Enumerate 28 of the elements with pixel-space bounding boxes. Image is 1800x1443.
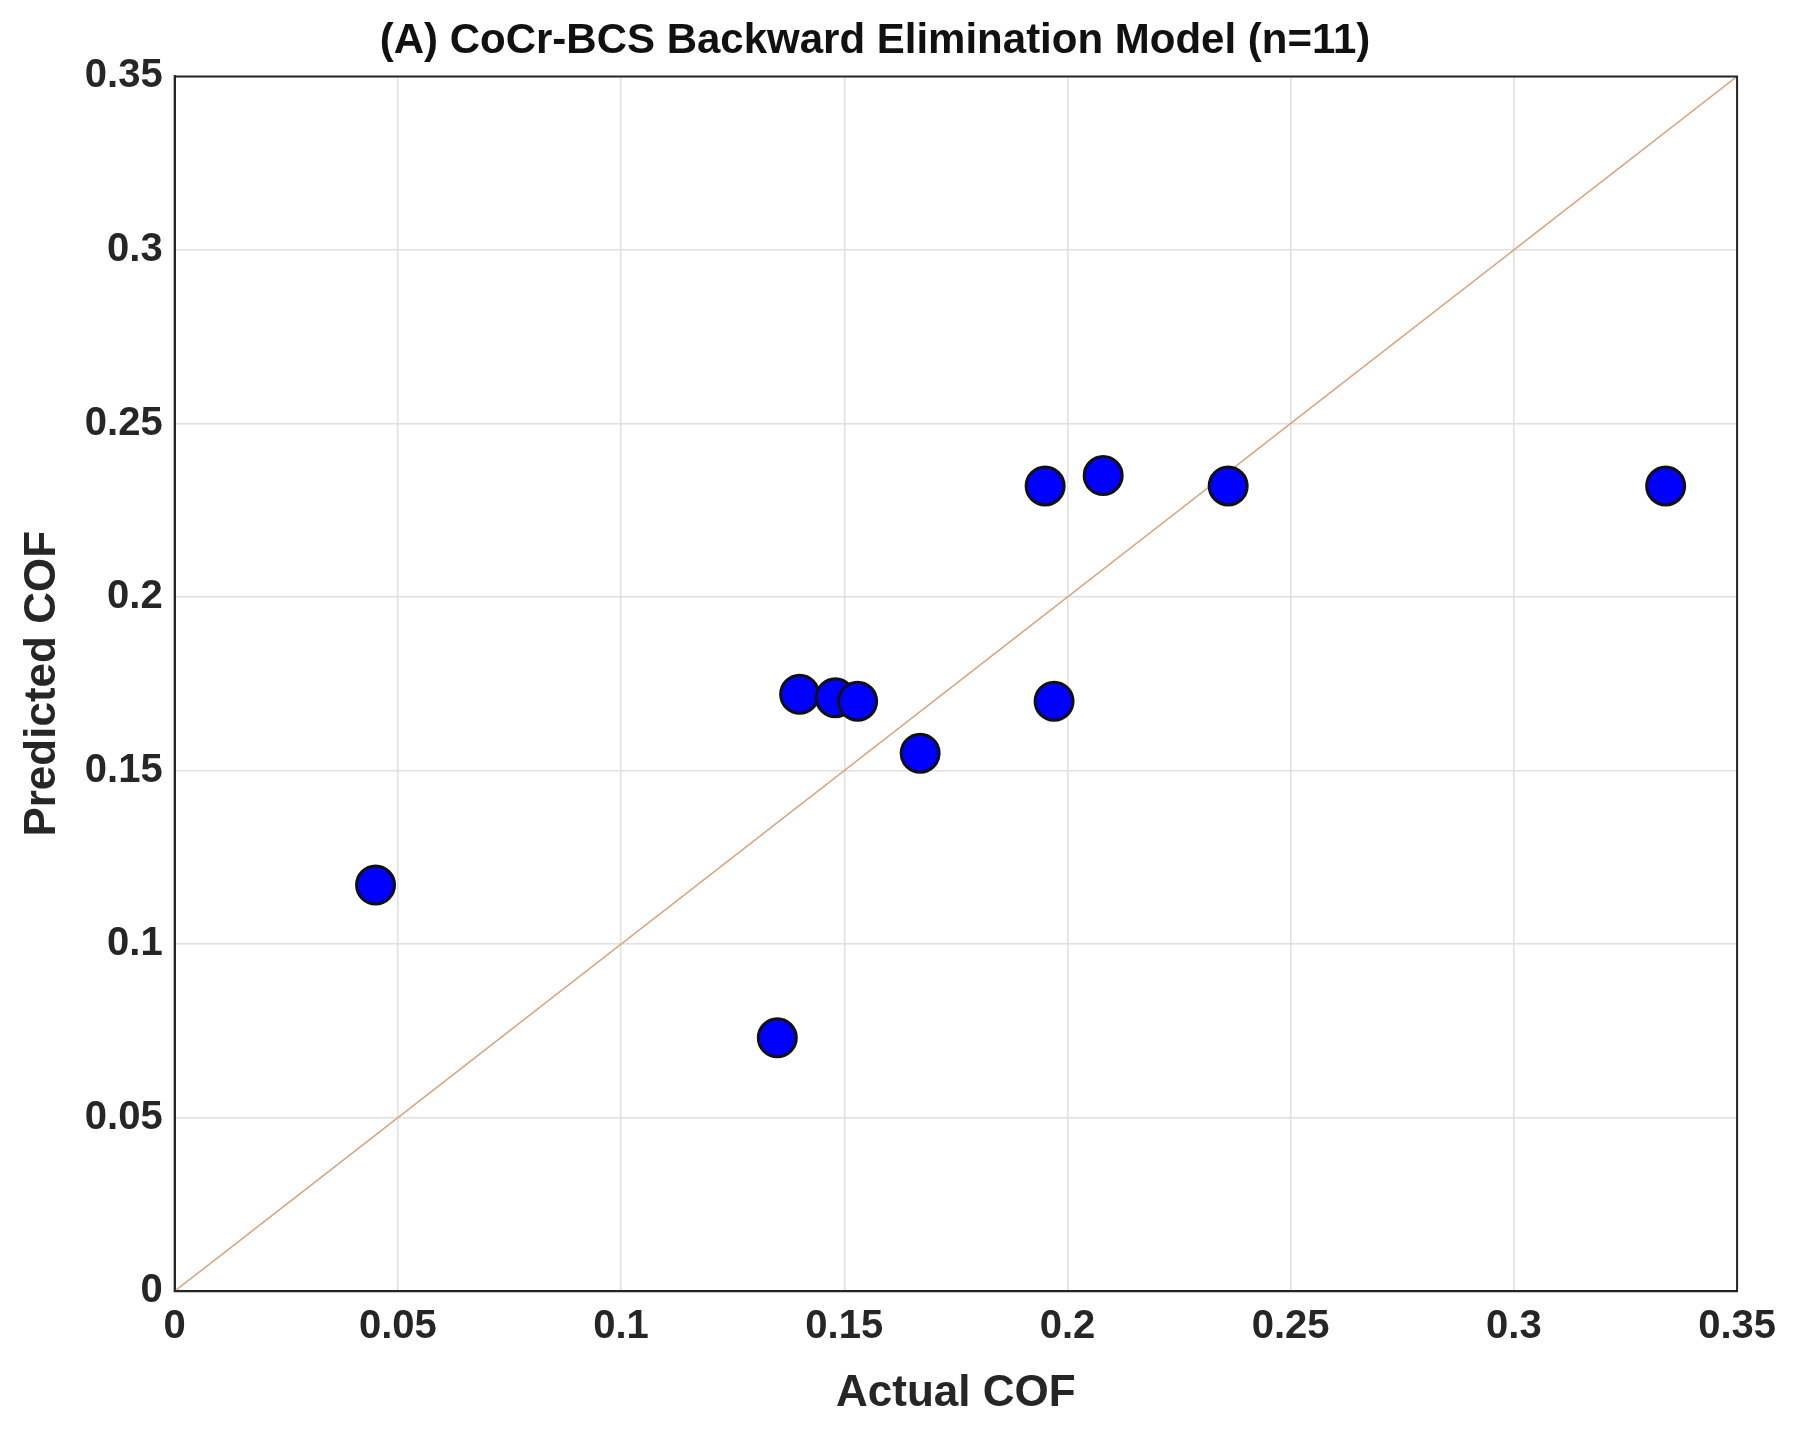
y-tick-label: 0	[140, 1266, 163, 1311]
chart-title: (A) CoCr-BCS Backward Elimination Model (n=11)	[379, 14, 1371, 62]
x-tick-label: 0.15	[805, 1302, 884, 1347]
y-tick-label: 0.05	[84, 1092, 163, 1137]
x-tick-label: 0.1	[593, 1302, 649, 1347]
y-tick-label: 0.1	[107, 919, 163, 964]
x-axis-title: Actual COF	[836, 1365, 1076, 1415]
point	[1082, 455, 1124, 497]
point	[1024, 465, 1066, 507]
y-tick-label: 0.2	[107, 572, 163, 617]
point	[779, 673, 821, 715]
x-tick-label: 0.2	[1039, 1302, 1096, 1347]
y-tick-label: 0.3	[107, 224, 163, 269]
point	[1207, 465, 1249, 507]
y-tick-label: 0.25	[84, 398, 163, 443]
point	[1645, 465, 1687, 507]
y-tick-label: 0.35	[84, 51, 163, 96]
x-tick-label: 0.3	[1486, 1302, 1542, 1347]
point	[1033, 680, 1075, 722]
x-tick-label: 0.35	[1698, 1302, 1776, 1347]
point	[899, 732, 941, 774]
point	[756, 1017, 798, 1059]
y-tick-label: 0.15	[84, 745, 163, 790]
point	[837, 680, 879, 722]
point	[355, 864, 397, 906]
x-tick-label: 0.25	[1251, 1302, 1330, 1347]
x-tick-label: 0.05	[358, 1302, 437, 1347]
y-axis-title: Predicted COF	[14, 530, 64, 837]
